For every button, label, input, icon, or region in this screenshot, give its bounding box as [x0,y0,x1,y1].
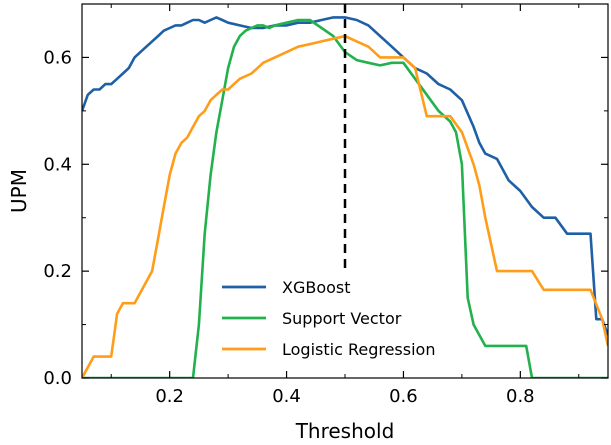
x-axis-label: Threshold [295,419,395,443]
series-line-logistic-regression [82,34,608,378]
y-tick-label: 0.4 [43,154,72,175]
y-tick-label: 0.6 [43,47,72,68]
x-tick-label: 0.2 [155,386,184,407]
y-tick-label: 0.2 [43,261,72,282]
y-axis-ticks: 0.0 0.2 0.4 0.6 [43,47,608,389]
series-line-xgboost [82,16,608,336]
x-tick-label: 0.8 [506,386,535,407]
x-tick-label: 0.6 [389,386,418,407]
y-tick-label: 0.0 [43,368,72,389]
x-tick-label: 0.4 [272,386,301,407]
legend-label: Logistic Regression [282,340,435,359]
legend-label: Support Vector [282,309,402,328]
legend-label: XGBoost [282,278,351,297]
x-axis-ticks: 0.2 0.4 0.6 0.8 [110,4,580,407]
legend: XGBoost Support Vector Logistic Regression [222,278,435,359]
y-axis-label: UPM [7,169,31,213]
